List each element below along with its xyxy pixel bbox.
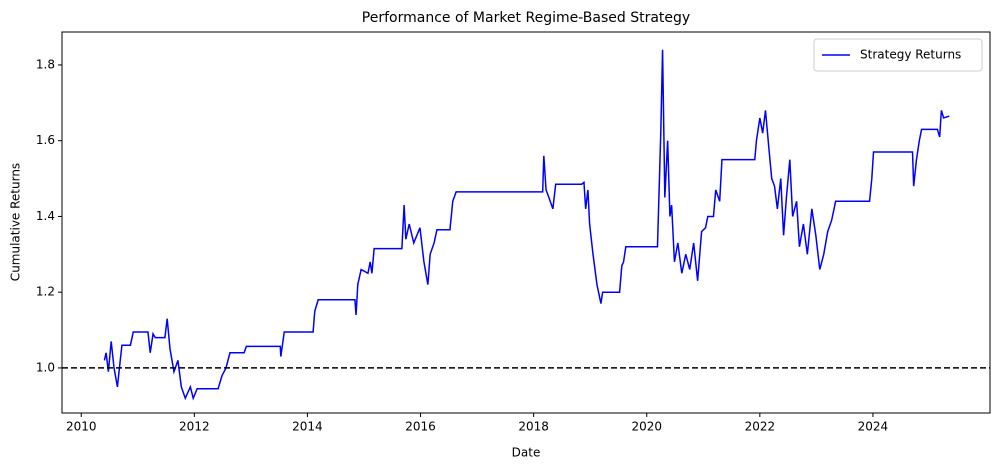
x-tick-label: 2020 <box>631 420 662 434</box>
y-tick-label: 1.6 <box>36 133 55 147</box>
x-tick-label: 2016 <box>405 420 436 434</box>
chart-title: Performance of Market Regime-Based Strat… <box>362 10 690 26</box>
x-tick-label: 2012 <box>179 420 210 434</box>
y-tick-label: 1.4 <box>36 209 55 223</box>
legend-label: Strategy Returns <box>860 48 961 62</box>
x-tick-label: 2014 <box>292 420 323 434</box>
y-tick-label: 1.8 <box>36 57 55 71</box>
legend-box <box>813 38 983 72</box>
x-tick-label: 2010 <box>66 420 97 434</box>
y-tick-label: 1.2 <box>36 285 55 299</box>
x-axis-label: Date <box>512 446 541 460</box>
x-tick-label: 2018 <box>518 420 549 434</box>
y-axis-label: Cumulative Returns <box>9 163 23 281</box>
line-series <box>103 49 950 401</box>
x-tick-label: 2024 <box>858 420 889 434</box>
plot-frame <box>61 31 991 414</box>
x-tick-label: 2022 <box>745 420 776 434</box>
y-tick-label: 1.0 <box>36 360 55 374</box>
